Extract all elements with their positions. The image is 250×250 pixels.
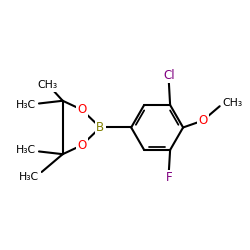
Text: F: F <box>166 172 172 184</box>
Text: B: B <box>96 121 104 134</box>
Text: H₃C: H₃C <box>16 145 36 155</box>
Text: CH₃: CH₃ <box>222 98 242 108</box>
Text: O: O <box>77 103 86 116</box>
Text: H₃C: H₃C <box>16 100 36 110</box>
Text: O: O <box>77 139 86 152</box>
Text: CH₃: CH₃ <box>37 80 57 90</box>
Text: O: O <box>198 114 207 127</box>
Text: Cl: Cl <box>163 69 175 82</box>
Text: H₃C: H₃C <box>19 172 39 182</box>
